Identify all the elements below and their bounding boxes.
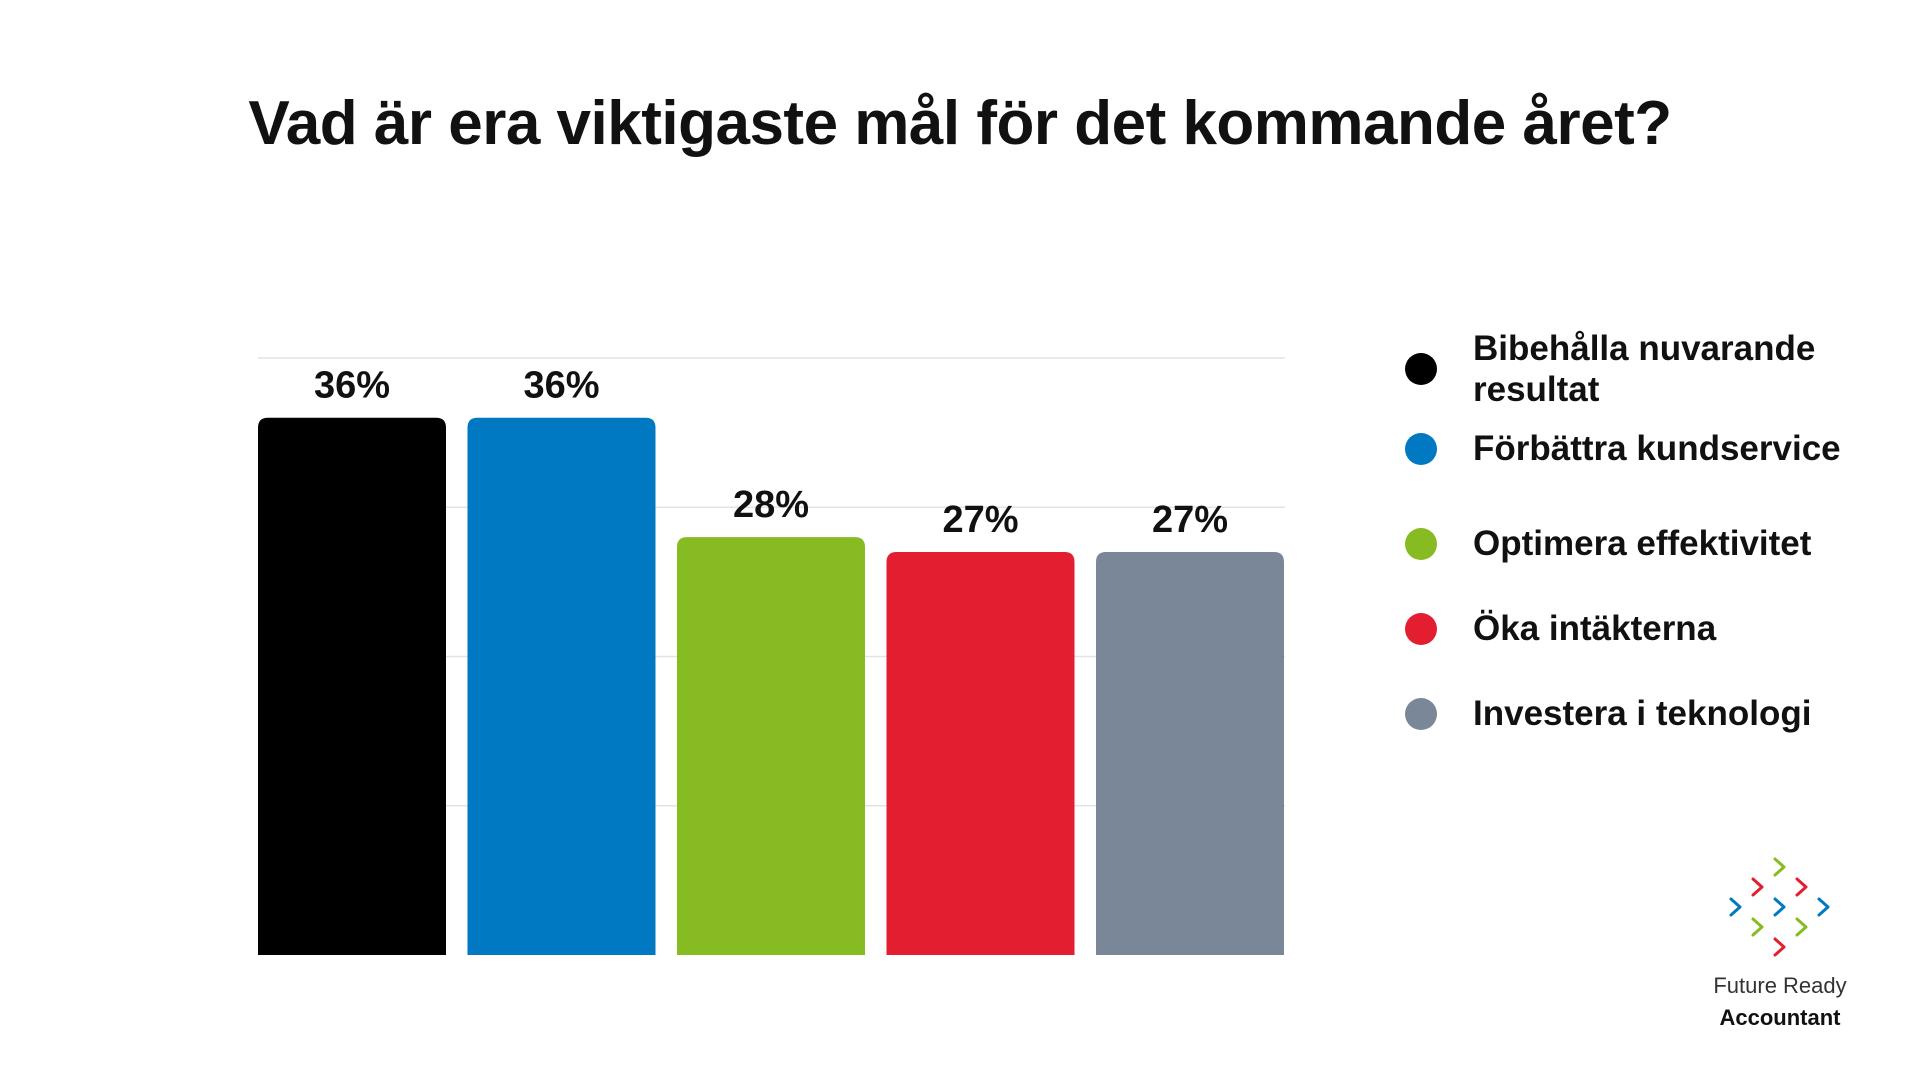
legend-color-dot xyxy=(1405,432,1437,465)
legend-color-dot xyxy=(1405,612,1437,645)
legend-item-1: Bibehålla nuvarande resultat xyxy=(1405,328,1905,410)
legend-color-dot xyxy=(1405,527,1437,560)
bar-value-label-2: 36% xyxy=(523,365,599,407)
bar-2 xyxy=(467,417,656,955)
legend-item-5: Investera i teknologi xyxy=(1405,693,1905,734)
bar-1 xyxy=(258,417,446,955)
bar-3 xyxy=(677,537,865,955)
bar-value-label-4: 27% xyxy=(942,499,1018,541)
legend-item-3: Optimera effektivitet xyxy=(1405,523,1905,564)
legend-label: Förbättra kundservice xyxy=(1473,429,1841,468)
logo: Future Ready Accountant xyxy=(1690,855,1870,1035)
legend-label: Öka intäkterna xyxy=(1473,609,1717,648)
legend-color-dot xyxy=(1405,353,1437,385)
logo-chevron xyxy=(1773,897,1786,917)
chart-title: Vad är era viktigaste mål för det komman… xyxy=(248,89,1672,158)
legend-label: Optimera effektivitet xyxy=(1473,524,1812,563)
logo-chevron xyxy=(1795,877,1808,897)
bar-5 xyxy=(1096,552,1284,955)
logo-chevron xyxy=(1751,917,1764,937)
bar-labels: 36% 36% 28% 27% 27% xyxy=(314,365,1228,541)
legend-color-dot xyxy=(1405,697,1437,730)
logo-chevron xyxy=(1729,897,1742,917)
legend-label: Investera i teknologi xyxy=(1473,694,1812,733)
logo-chevron xyxy=(1773,937,1786,957)
bar-value-label-1: 36% xyxy=(314,365,390,407)
legend-item-4: Öka intäkterna xyxy=(1405,608,1905,649)
logo-chevron xyxy=(1773,857,1786,877)
bar-value-label-3: 28% xyxy=(733,484,809,526)
logo-chevron xyxy=(1817,897,1830,917)
logo-chevron xyxy=(1795,917,1808,937)
logo-text-accountant: Accountant xyxy=(1719,1005,1841,1030)
bar-4 xyxy=(886,552,1075,955)
logo-chevron xyxy=(1751,877,1764,897)
bars xyxy=(258,417,1284,955)
legend-item-2: Förbättra kundservice xyxy=(1405,428,1905,469)
chevron-arrows-logo-icon xyxy=(1729,857,1830,957)
legend-label: Bibehålla nuvarande resultat xyxy=(1473,329,1816,409)
bar-value-label-5: 27% xyxy=(1152,499,1228,541)
logo-text-future-ready: Future Ready xyxy=(1713,973,1847,998)
